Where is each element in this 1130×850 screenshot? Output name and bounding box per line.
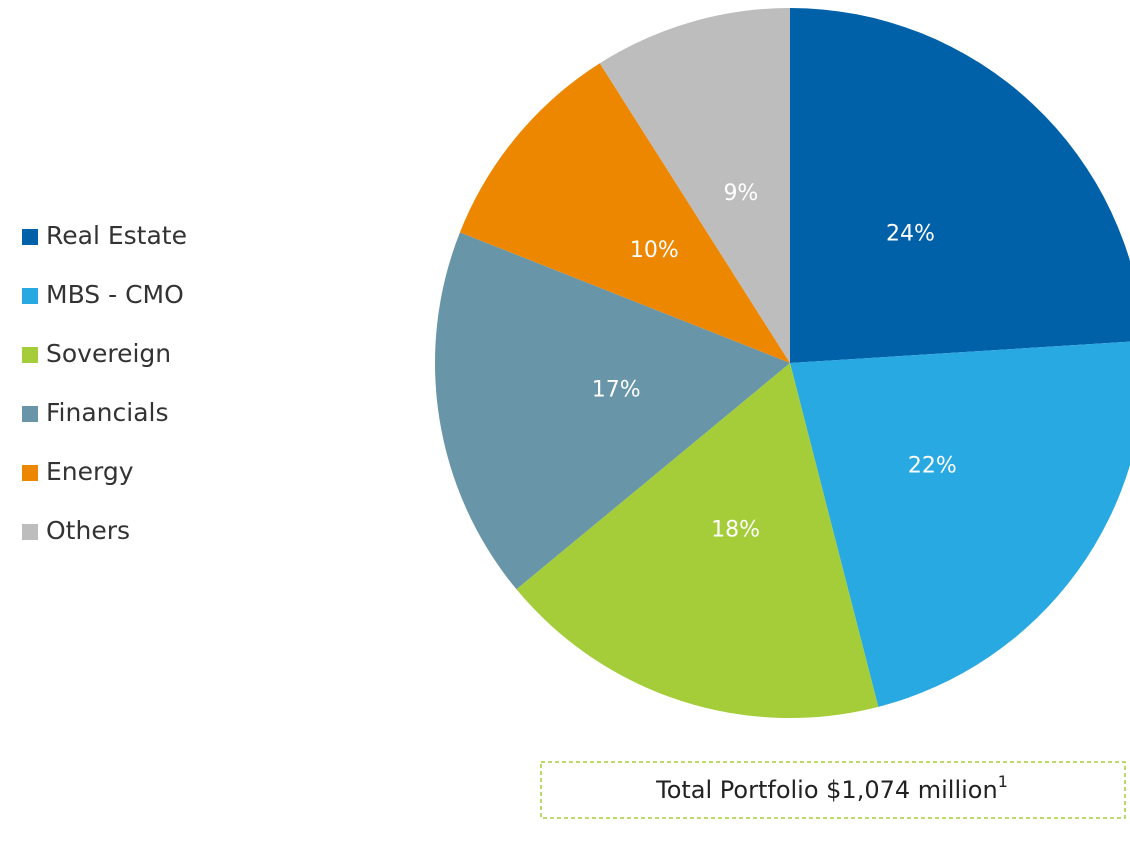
pie-slice	[459, 63, 790, 364]
legend-label: Financials	[46, 398, 169, 427]
data-label: 22%	[908, 453, 957, 478]
pie-slice	[790, 341, 1130, 707]
data-label: 17%	[592, 378, 641, 403]
legend-swatch	[22, 347, 38, 363]
legend-swatch	[22, 465, 38, 481]
legend-swatch	[22, 288, 38, 304]
legend-label: Sovereign	[46, 339, 171, 368]
footnote-mark: 1	[998, 772, 1008, 791]
data-label: 24%	[886, 222, 935, 247]
legend-label: MBS - CMO	[46, 280, 184, 309]
pie-slice	[516, 363, 879, 718]
legend: Real Estate MBS - CMO Sovereign Financials E…	[22, 221, 187, 545]
legend-swatch	[22, 406, 38, 422]
pie-slice	[435, 232, 790, 590]
data-label: 10%	[630, 238, 679, 263]
legend-label: Real Estate	[46, 221, 187, 250]
pie-slice	[790, 8, 1130, 363]
data-label: 18%	[711, 517, 760, 542]
legend-label: Others	[46, 516, 130, 545]
legend-swatch	[22, 524, 38, 540]
annotation-text: Total Portfolio $1,074 million	[655, 776, 998, 804]
pie-slice	[599, 8, 790, 363]
legend-label: Energy	[46, 457, 134, 486]
annotation-box	[540, 761, 1126, 819]
annotation: Total Portfolio $1,074 million1	[655, 772, 1008, 805]
data-label: 9%	[723, 181, 758, 206]
legend-swatch	[22, 229, 38, 245]
pie: 24% 22% 18% 17% 10% 9%	[435, 8, 1130, 718]
